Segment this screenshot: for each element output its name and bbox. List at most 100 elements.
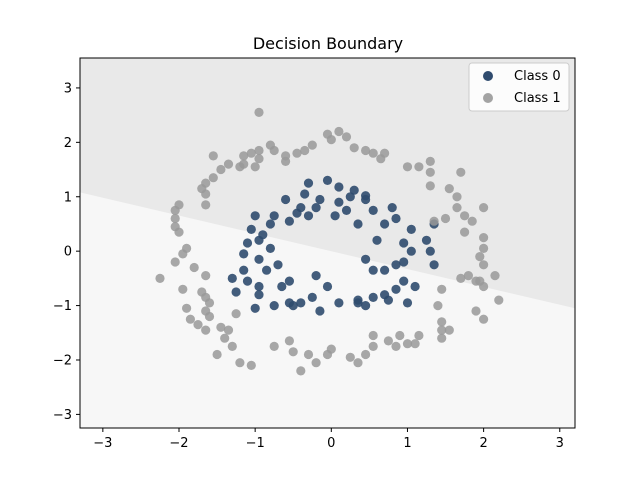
point-class-0 bbox=[254, 254, 264, 264]
series-class-0 bbox=[227, 175, 439, 316]
series-class-1 bbox=[155, 107, 504, 376]
point-class-0 bbox=[322, 175, 333, 185]
legend-marker-class-1 bbox=[483, 93, 493, 103]
point-class-1 bbox=[182, 303, 192, 313]
point-class-1 bbox=[444, 325, 454, 335]
point-class-0 bbox=[334, 182, 344, 192]
point-class-1 bbox=[223, 325, 234, 335]
point-class-0 bbox=[380, 265, 390, 275]
x-tick-label: 0 bbox=[327, 436, 335, 451]
point-class-1 bbox=[391, 341, 401, 351]
point-class-1 bbox=[467, 216, 477, 226]
point-class-1 bbox=[235, 162, 245, 172]
point-class-0 bbox=[391, 284, 401, 294]
y-axis: −3 −2 −1 0 1 2 3 bbox=[53, 81, 80, 423]
point-class-0 bbox=[239, 249, 249, 259]
point-class-1 bbox=[246, 148, 256, 158]
point-class-0 bbox=[391, 213, 401, 224]
point-class-0 bbox=[242, 238, 253, 248]
point-class-1 bbox=[254, 107, 264, 117]
y-tick-label: 0 bbox=[64, 245, 72, 260]
point-class-1 bbox=[361, 349, 371, 360]
point-class-0 bbox=[425, 246, 435, 256]
point-class-1 bbox=[460, 227, 470, 237]
point-class-1 bbox=[383, 336, 393, 346]
point-class-0 bbox=[265, 243, 275, 253]
point-class-1 bbox=[395, 330, 405, 341]
point-class-0 bbox=[368, 205, 378, 215]
point-class-0 bbox=[372, 235, 382, 245]
point-class-1 bbox=[368, 341, 378, 351]
point-class-0 bbox=[334, 197, 344, 207]
legend-label-class-1: Class 1 bbox=[514, 91, 561, 106]
point-class-0 bbox=[429, 260, 439, 270]
point-class-0 bbox=[296, 298, 306, 308]
point-class-1 bbox=[361, 145, 371, 156]
point-class-0 bbox=[273, 260, 283, 270]
x-tick-label: 1 bbox=[403, 436, 411, 451]
point-class-1 bbox=[216, 322, 226, 332]
legend-marker-class-0 bbox=[483, 71, 493, 81]
point-class-0 bbox=[284, 276, 294, 286]
point-class-1 bbox=[292, 148, 302, 158]
point-class-1 bbox=[479, 260, 489, 270]
point-class-0 bbox=[250, 211, 260, 221]
point-class-0 bbox=[330, 211, 340, 221]
point-class-1 bbox=[311, 358, 321, 368]
legend-box bbox=[468, 62, 570, 112]
plot-frame bbox=[79, 57, 576, 429]
point-class-1 bbox=[223, 159, 234, 169]
point-class-1 bbox=[300, 145, 310, 156]
x-tick-label: 3 bbox=[556, 436, 564, 451]
x-tick-label: −2 bbox=[169, 436, 188, 451]
point-class-1 bbox=[368, 330, 378, 341]
point-class-1 bbox=[440, 213, 451, 224]
point-class-1 bbox=[437, 284, 447, 294]
x-axis: −3 −2 −1 0 1 2 3 bbox=[93, 428, 564, 451]
point-class-1 bbox=[437, 325, 447, 335]
point-class-0 bbox=[307, 292, 317, 302]
point-class-1 bbox=[208, 151, 218, 161]
chart-title: Decision Boundary bbox=[253, 34, 403, 53]
point-class-0 bbox=[399, 257, 409, 267]
legend: Class 0 Class 1 bbox=[468, 62, 570, 112]
point-class-0 bbox=[246, 224, 256, 234]
point-class-1 bbox=[437, 333, 447, 343]
point-class-1 bbox=[490, 271, 500, 281]
point-class-1 bbox=[334, 126, 344, 137]
legend-label-class-0: Class 0 bbox=[514, 69, 561, 84]
point-class-0 bbox=[315, 194, 325, 205]
point-class-1 bbox=[425, 167, 435, 177]
point-class-1 bbox=[494, 295, 504, 305]
point-class-1 bbox=[326, 344, 336, 354]
point-class-0 bbox=[242, 276, 253, 286]
point-class-0 bbox=[269, 301, 279, 311]
point-class-0 bbox=[368, 265, 378, 275]
point-class-0 bbox=[402, 298, 413, 308]
point-class-0 bbox=[239, 265, 249, 275]
point-class-0 bbox=[303, 211, 314, 221]
point-class-1 bbox=[437, 317, 447, 327]
point-class-0 bbox=[334, 298, 344, 308]
point-class-1 bbox=[456, 167, 466, 177]
point-class-1 bbox=[460, 211, 470, 221]
point-class-1 bbox=[250, 162, 260, 172]
point-class-1 bbox=[296, 366, 306, 376]
point-class-1 bbox=[269, 145, 279, 156]
point-class-1 bbox=[185, 314, 195, 324]
point-class-1 bbox=[326, 135, 336, 145]
point-class-1 bbox=[201, 271, 211, 281]
point-class-0 bbox=[383, 295, 393, 305]
point-class-1 bbox=[201, 189, 211, 199]
point-class-1 bbox=[178, 284, 188, 294]
point-class-1 bbox=[239, 151, 249, 161]
point-class-0 bbox=[288, 301, 298, 311]
point-class-0 bbox=[254, 281, 264, 292]
point-class-0 bbox=[399, 276, 409, 286]
point-class-1 bbox=[269, 341, 279, 351]
point-class-0 bbox=[277, 281, 287, 292]
point-class-1 bbox=[349, 143, 359, 153]
point-class-0 bbox=[353, 298, 363, 308]
point-class-0 bbox=[322, 281, 333, 292]
y-tick-label: 3 bbox=[64, 81, 72, 96]
